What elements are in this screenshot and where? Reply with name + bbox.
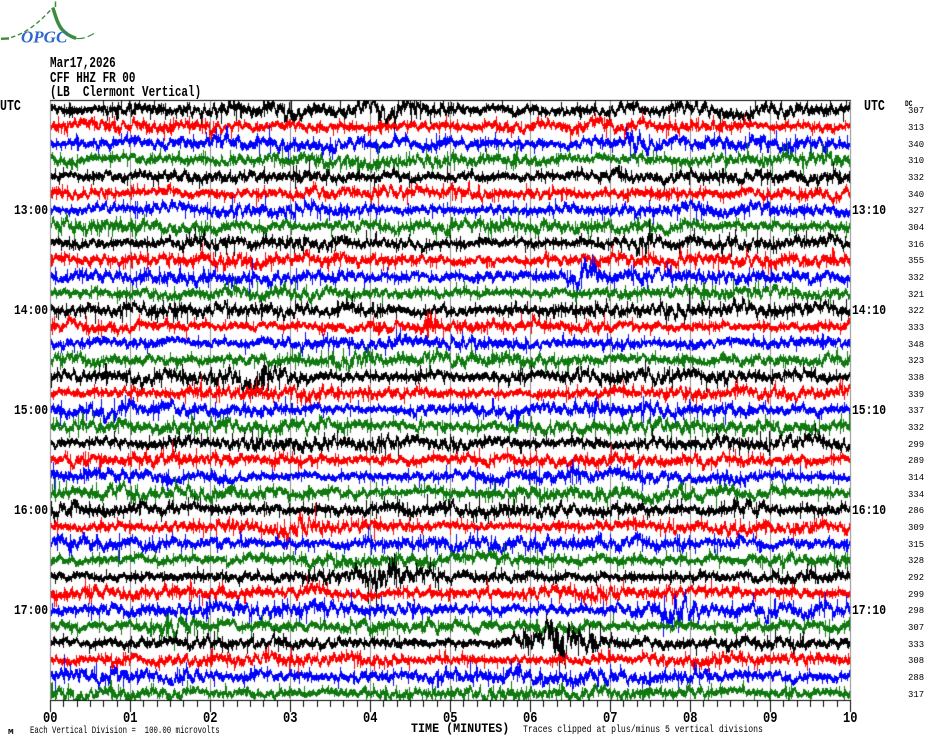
svg-text:OPGC: OPGC bbox=[21, 28, 68, 47]
